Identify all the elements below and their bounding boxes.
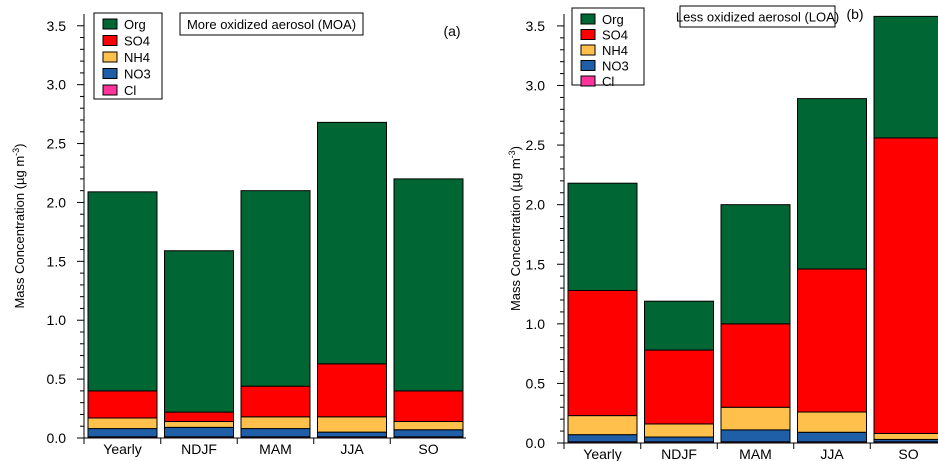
x-tick-label: Yearly xyxy=(103,441,141,457)
bar-segment-nh4-mam xyxy=(240,416,311,430)
legend-swatch-org xyxy=(102,18,118,30)
legend-label-no3: NO3 xyxy=(124,67,151,82)
bar-segment-no3-jja xyxy=(317,431,387,438)
bar-segment-org-ndjf xyxy=(644,300,714,351)
y-tick-label: 2.0 xyxy=(47,194,67,210)
bar-segment-org-so xyxy=(393,178,464,392)
x-tick-label: SO xyxy=(418,441,438,457)
y-tick-label: 0.0 xyxy=(47,430,67,446)
bar-segment-org-ndjf xyxy=(164,250,234,413)
legend-label-org: Org xyxy=(124,17,146,32)
bar-segment-nh4-ndjf xyxy=(164,421,234,428)
bar-segment-no3-so xyxy=(393,429,464,438)
bar-segment-nh4-jja xyxy=(797,411,867,433)
x-tick-label: JJA xyxy=(820,446,844,461)
bar-segment-nh4-ndjf xyxy=(644,423,714,438)
bar-segment-no3-yearly xyxy=(567,434,638,443)
chart-title-box xyxy=(179,12,364,36)
y-tick-label: 3.5 xyxy=(526,18,546,34)
legend-label-so4: SO4 xyxy=(602,28,628,43)
bar-segment-so4-mam xyxy=(240,385,311,418)
bar-segment-no3-yearly xyxy=(87,428,158,438)
x-tick-label: SO xyxy=(898,446,918,461)
y-tick-label: 1.5 xyxy=(47,253,67,269)
chart-panel-b: 0.0 0.5 1.0 1.5 2.0 2.5 3.0 3.5 Mass Concentrati… xyxy=(507,5,938,461)
bar-segment-org-jja xyxy=(317,121,387,365)
bar-segment-no3-ndjf xyxy=(164,426,234,438)
legend-swatch-no3 xyxy=(102,68,118,79)
bar-segment-no3-jja xyxy=(797,431,867,443)
legend-label-cl: Cl xyxy=(602,74,614,89)
x-tick-label: NDJF xyxy=(661,446,697,461)
bar-segment-so4-jja xyxy=(317,363,387,418)
y-tick-label: 0.5 xyxy=(47,371,67,387)
legend-swatch-nh4 xyxy=(102,51,118,63)
x-tick-label: MAM xyxy=(259,441,292,457)
bar-segment-so4-yearly xyxy=(567,289,638,417)
y-tick-label: 0.5 xyxy=(526,375,546,391)
y-tick-label: 2.5 xyxy=(526,137,546,153)
y-tick-label: 1.0 xyxy=(47,312,67,328)
bar-segment-org-yearly xyxy=(567,182,638,291)
bar-segment-so4-jja xyxy=(797,268,867,413)
chart-panel-a: 0.0 0.5 1.0 1.5 2.0 2.5 3.0 3.5 Mass Concentrati… xyxy=(11,12,466,457)
bar-segment-so4-ndjf xyxy=(164,411,234,423)
legend-label-nh4: NH4 xyxy=(602,43,628,58)
legend-label-org: Org xyxy=(602,12,624,27)
panel-label: (a) xyxy=(443,23,460,39)
legend-label-nh4: NH4 xyxy=(124,50,150,65)
chart-title: Less oxidized aerosol (LOA) xyxy=(676,10,839,25)
bar-segment-org-so xyxy=(873,15,938,139)
x-tick-label: Yearly xyxy=(583,446,621,461)
bar-segment-nh4-jja xyxy=(317,416,387,433)
legend-swatch-cl xyxy=(580,75,596,87)
bar-segment-nh4-yearly xyxy=(567,415,638,436)
legend-swatch-so4 xyxy=(102,35,118,46)
legend-swatch-org xyxy=(580,13,596,25)
bar-segment-org-mam xyxy=(240,190,311,387)
y-tick-label: 3.5 xyxy=(47,18,67,34)
bar-segment-so4-mam xyxy=(720,323,791,408)
y-tick-label: 1.5 xyxy=(526,256,546,272)
bar-segment-nh4-so xyxy=(393,421,464,431)
legend-label-no3: NO3 xyxy=(602,59,629,74)
bar-segment-no3-mam xyxy=(240,428,311,438)
legend-swatch-so4 xyxy=(580,29,596,40)
y-tick-label: 1.0 xyxy=(526,316,546,332)
legend-swatch-no3 xyxy=(580,60,596,71)
legend-label-cl: Cl xyxy=(124,83,136,98)
bar-segment-org-jja xyxy=(797,98,867,270)
y-tick-label: 2.5 xyxy=(47,136,67,152)
bar-segment-org-mam xyxy=(720,204,791,325)
bar-segment-nh4-mam xyxy=(720,406,791,431)
bar-segment-so4-so xyxy=(873,137,938,434)
legend-label-so4: SO4 xyxy=(124,34,150,49)
chart-title-box xyxy=(679,5,836,28)
bar-segment-no3-ndjf xyxy=(644,436,714,443)
x-tick-label: JJA xyxy=(340,441,364,457)
x-tick-label: MAM xyxy=(739,446,772,461)
bar-segment-so4-so xyxy=(393,390,464,423)
chart-title: More oxidized aerosol (MOA) xyxy=(187,17,356,32)
bar-segment-nh4-so xyxy=(873,432,938,440)
bar-segment-so4-ndjf xyxy=(644,349,714,425)
y-tick-label: 2.0 xyxy=(526,197,546,213)
legend-swatch-cl xyxy=(102,84,118,96)
y-tick-label: 0.0 xyxy=(526,435,546,451)
y-axis-label: Mass Concentration (µg m-3) xyxy=(507,146,523,311)
bar-segment-so4-yearly xyxy=(87,390,158,419)
y-tick-label: 3.0 xyxy=(47,77,67,93)
bar-segment-no3-mam xyxy=(720,429,791,443)
y-axis-label: Mass Concentration (µg m-3) xyxy=(11,143,27,308)
bar-segment-org-yearly xyxy=(87,191,158,392)
legend-swatch-nh4 xyxy=(580,44,596,56)
bar-segment-nh4-yearly xyxy=(87,417,158,430)
x-tick-label: NDJF xyxy=(181,441,217,457)
panel-label: (b) xyxy=(846,6,863,22)
y-tick-label: 3.0 xyxy=(526,78,546,94)
